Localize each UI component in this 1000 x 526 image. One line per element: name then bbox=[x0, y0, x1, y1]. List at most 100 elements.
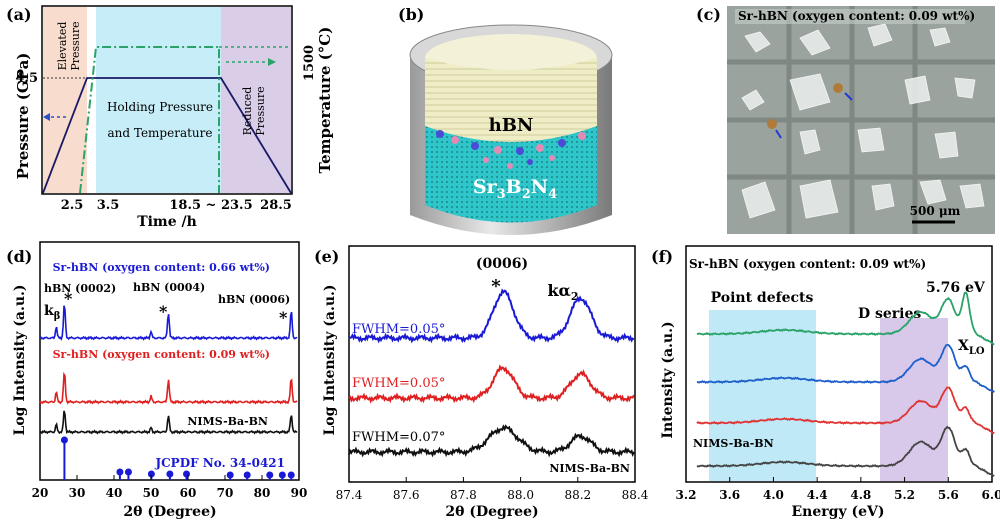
d-series-region bbox=[880, 318, 948, 481]
xtick-a-4: 28.5 bbox=[260, 198, 292, 213]
panel-f-xticks: 3.2 3.6 4.0 4.4 4.8 5.2 5.6 6.0 bbox=[676, 477, 1000, 502]
trace-e-0 bbox=[348, 288, 635, 344]
elevated-region bbox=[43, 7, 87, 193]
trace-d-black-label: NIMS-Ba-BN bbox=[187, 415, 268, 428]
star-d-3: * bbox=[279, 308, 288, 327]
panel-f-frame bbox=[685, 245, 993, 483]
star-d-2: * bbox=[159, 302, 168, 321]
panel-d-xticks: 20 30 40 50 60 70 80 90 bbox=[32, 475, 308, 500]
panel-d-ylabel: Log Intensity (a.u.) bbox=[12, 284, 28, 435]
title-backdrop bbox=[735, 9, 965, 24]
panel-e: (e) Log Intensity (a.u.) 2θ (Degree) (00… bbox=[314, 245, 649, 520]
panel-f-label: (f) bbox=[651, 247, 673, 266]
ref-marker bbox=[166, 470, 174, 478]
region3-label-line2: Pressure bbox=[254, 86, 267, 135]
region2-label-line1: Holding Pressure bbox=[107, 100, 213, 114]
region2-label-line2: and Temperature bbox=[108, 126, 213, 140]
point-defects-region bbox=[709, 310, 816, 481]
particle-2 bbox=[767, 119, 777, 129]
fwhm-blue: FWHM=0.05° bbox=[352, 322, 445, 337]
kbeta-label: kβ bbox=[44, 303, 61, 322]
xtick-e-label: 88.4 bbox=[622, 488, 649, 502]
xtick-a-2: 3.5 bbox=[97, 198, 120, 213]
ref-marker bbox=[147, 470, 155, 478]
ref-marker bbox=[287, 471, 295, 479]
trace-d-1 bbox=[39, 371, 298, 405]
xtick-d-label: 40 bbox=[106, 486, 123, 500]
trace-d-red-label: Sr-hBN (oxygen content: 0.09 wt%) bbox=[53, 348, 270, 361]
reference-label: JCPDF No. 34-0421 bbox=[154, 456, 285, 470]
xtick-d-label: 90 bbox=[291, 486, 308, 500]
arrow-1 bbox=[844, 92, 853, 101]
sample-e-label: NIMS-Ba-BN bbox=[549, 462, 630, 475]
sr3b2n4-label: Sr3B2N4 bbox=[473, 176, 557, 202]
xtick-d-label: 20 bbox=[32, 486, 49, 500]
panel-c-label: (c) bbox=[696, 5, 721, 24]
ref-marker bbox=[183, 470, 191, 478]
sr3b2n4-layer bbox=[425, 126, 597, 223]
d-series-label: D series bbox=[858, 306, 921, 322]
trace-d-blue-label: Sr-hBN (oxygen content: 0.66 wt%) bbox=[53, 261, 270, 274]
panel-a-ytick-left: 4.5 bbox=[15, 71, 38, 86]
xtick-f-label: 4.8 bbox=[850, 488, 871, 502]
star-e: * bbox=[491, 276, 501, 297]
hbn-layer bbox=[425, 58, 597, 142]
fwhm-red: FWHM=0.05° bbox=[352, 376, 445, 391]
xtick-e-label: 87.4 bbox=[336, 488, 363, 502]
peak-energy-label: 5.76 eV bbox=[926, 280, 986, 296]
panel-a-xlabel: Time /h bbox=[137, 214, 197, 230]
panel-d: (d) Log Intensity (a.u.) 2θ (Degree) Sr-… bbox=[6, 241, 308, 520]
ref-marker bbox=[266, 471, 274, 479]
panel-e-frame bbox=[348, 245, 636, 483]
xtick-d-label: 80 bbox=[254, 486, 271, 500]
xtick-d-label: 60 bbox=[180, 486, 197, 500]
panel-a-ytick-right: 1500 bbox=[302, 45, 317, 81]
trace-d-0 bbox=[39, 305, 298, 341]
xtick-f-label: 6.0 bbox=[982, 488, 1000, 502]
xtick-e-label: 87.8 bbox=[450, 488, 477, 502]
panel-b-label: (b) bbox=[398, 5, 424, 24]
micrograph-grid bbox=[727, 6, 995, 234]
region1-label-line2: Pressure bbox=[69, 21, 82, 70]
trace-d-2 bbox=[39, 410, 298, 435]
panel-e-label: (e) bbox=[314, 247, 339, 266]
xtick-f-label: 4.4 bbox=[807, 488, 828, 502]
xtick-d-label: 30 bbox=[69, 486, 86, 500]
peak-0006-label-e: (0006) bbox=[476, 256, 528, 272]
pressure-arrowhead bbox=[43, 113, 50, 121]
trace-f-3 bbox=[696, 425, 995, 477]
trace-e-2 bbox=[348, 424, 635, 458]
peak-0006-label: hBN (0006) bbox=[218, 293, 290, 306]
panel-f: (f) Sr-hBN (oxygen content: 0.09 wt%) In… bbox=[651, 245, 1000, 520]
panel-a-label: (a) bbox=[6, 5, 32, 24]
panel-b: (b) hBN Sr3B2N4 bbox=[398, 5, 613, 235]
crystals bbox=[741, 23, 985, 219]
temperature-curve bbox=[79, 46, 220, 194]
panel-a-ylabel-right: Temperature (°C) bbox=[316, 27, 334, 174]
pressure-curve bbox=[42, 77, 292, 194]
trace-f-0 bbox=[696, 291, 995, 346]
trace-f-1 bbox=[696, 343, 995, 393]
point-defects-label: Point defects bbox=[711, 290, 814, 306]
xtick-a-1: 2.5 bbox=[61, 198, 84, 213]
xtick-f-label: 4.0 bbox=[763, 488, 784, 502]
temperature-arrowhead bbox=[268, 58, 276, 66]
holding-region bbox=[96, 7, 221, 193]
star-d-1: * bbox=[64, 289, 73, 308]
xtick-f-label: 5.6 bbox=[938, 488, 959, 502]
kalpha2-label: kα2 bbox=[547, 281, 578, 303]
panel-e-xlabel: 2θ (Degree) bbox=[445, 504, 538, 520]
boundary-particles bbox=[436, 130, 586, 169]
scale-bar-label: 500 μm bbox=[910, 204, 961, 218]
xtick-e-label: 88.0 bbox=[507, 488, 534, 502]
panel-d-frame bbox=[39, 241, 300, 481]
arrow-2 bbox=[775, 129, 782, 139]
ref-marker bbox=[60, 436, 68, 444]
panel-d-xlabel: 2θ (Degree) bbox=[123, 504, 216, 520]
panel-f-ylabel: Intensity (a.u.) bbox=[660, 321, 676, 438]
ref-marker bbox=[243, 471, 251, 479]
ref-marker bbox=[116, 468, 124, 476]
hbn-label: hBN bbox=[489, 115, 534, 136]
ref-marker bbox=[124, 468, 132, 476]
